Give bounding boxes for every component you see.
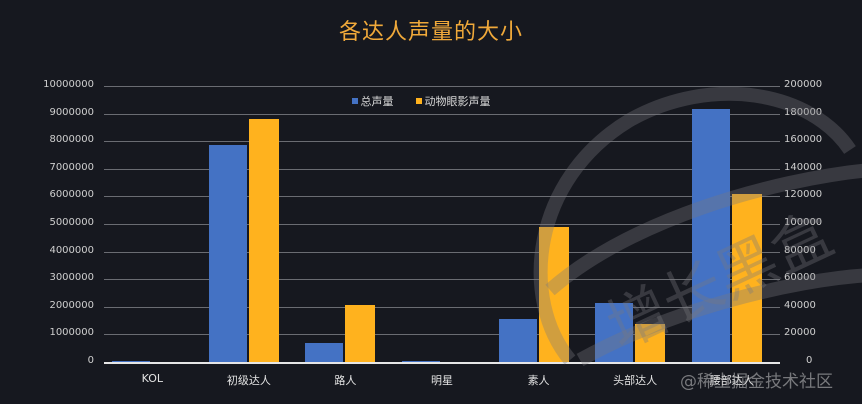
right-axis-tick: 80000 — [784, 244, 816, 256]
legend-label-eyeshadow: 动物眼影声量 — [424, 95, 491, 108]
bar-total — [305, 342, 344, 362]
gridline — [104, 141, 780, 143]
left-axis-tick: 10000000 — [43, 79, 94, 90]
right-axis-tick: 60000 — [784, 272, 816, 284]
left-axis-tick: 7000000 — [49, 161, 94, 173]
right-axis-tick: 200000 — [784, 79, 823, 90]
bar-eyeshadow — [538, 227, 569, 362]
gridline — [104, 196, 780, 198]
x-axis-baseline — [104, 362, 780, 364]
category-label: 初级达人 — [226, 374, 271, 387]
bar-total — [498, 318, 537, 362]
category-label: 明星 — [431, 374, 453, 387]
left-axis-tick: 9000000 — [49, 106, 94, 118]
chart-title: 各达人声量的大小 — [338, 20, 523, 45]
legend-swatch-eyeshadow — [415, 98, 422, 104]
left-axis-tick: 3000000 — [49, 272, 94, 284]
category-label: 腰部达人 — [709, 374, 754, 387]
bar-total — [208, 145, 247, 362]
bar-total — [402, 360, 440, 362]
gridline — [104, 168, 780, 170]
bar-eyeshadow — [635, 324, 666, 362]
category-label: KOL — [141, 372, 163, 385]
bar-total — [595, 302, 634, 362]
bar-eyeshadow — [731, 194, 762, 362]
gridline — [104, 224, 780, 225]
bar-total — [112, 360, 151, 362]
category-label: 素人 — [527, 374, 550, 387]
left-axis-tick: 1000000 — [49, 327, 94, 339]
left-axis-tick: 0 — [87, 355, 94, 366]
gridline — [104, 251, 780, 253]
left-axis-tick: 2000000 — [49, 299, 94, 311]
left-axis-tick: 5000000 — [49, 217, 94, 228]
gridline — [104, 279, 780, 281]
gridline — [104, 306, 780, 308]
bar-eyeshadow — [248, 119, 279, 362]
legend-item-eyeshadow: 动物眼影声量 — [415, 93, 491, 109]
right-axis-tick: 120000 — [784, 189, 823, 201]
category-label: 路人 — [334, 374, 357, 387]
right-axis-tick: 100000 — [784, 217, 823, 228]
left-axis-tick: 6000000 — [49, 189, 94, 201]
left-axis-tick: 8000000 — [49, 134, 94, 146]
right-axis-tick: 20000 — [784, 327, 816, 339]
right-axis-tick: 160000 — [784, 134, 823, 146]
right-axis-tick: 40000 — [784, 299, 816, 311]
legend-label-total: 总声量 — [360, 95, 394, 108]
right-axis-tick: 0 — [806, 355, 813, 366]
right-axis-tick: 140000 — [784, 161, 823, 173]
gridline — [104, 86, 780, 87]
watermark-text: @稀土掘金技术社区 — [680, 372, 833, 392]
category-label: 头部达人 — [613, 374, 658, 387]
legend: 总声量 动物眼影声量 — [0, 93, 852, 109]
gridline — [104, 334, 780, 336]
right-axis-tick: 180000 — [784, 106, 823, 118]
gridline — [104, 113, 780, 115]
legend-swatch-total — [351, 98, 358, 104]
left-axis-tick: 4000000 — [49, 244, 94, 256]
bar-total — [691, 108, 730, 362]
legend-item-total: 总声量 — [351, 93, 394, 109]
bar-eyeshadow — [345, 305, 376, 362]
